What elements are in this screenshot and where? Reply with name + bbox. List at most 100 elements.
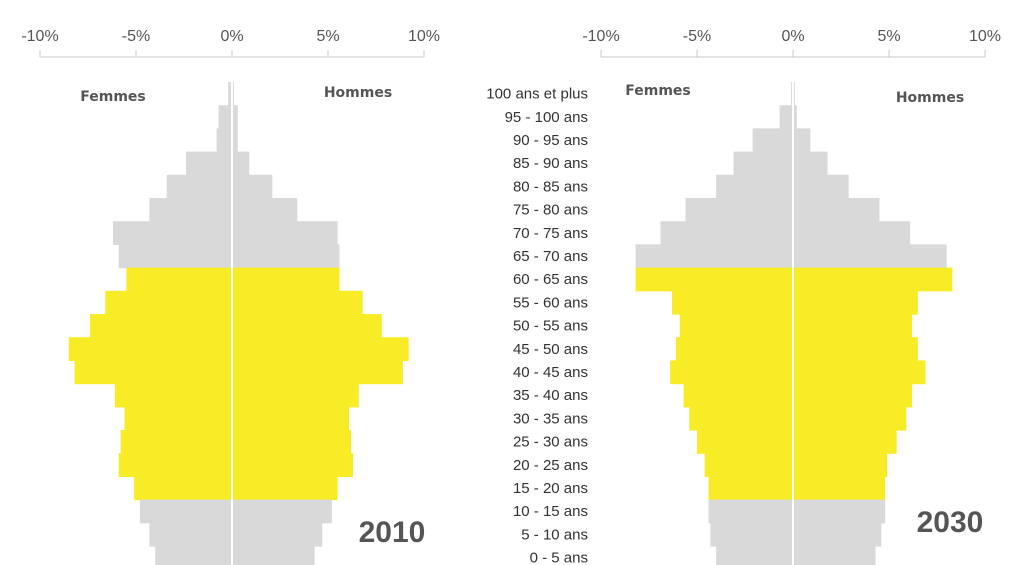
- bar-femmes: [149, 198, 232, 222]
- bar-hommes: [793, 360, 926, 385]
- hommes-label: Hommes: [324, 85, 392, 101]
- bar-femmes: [112, 221, 232, 245]
- bar-femmes: [708, 499, 793, 524]
- bar-femmes: [672, 290, 793, 315]
- bar-hommes: [232, 174, 273, 199]
- bar-hommes: [232, 522, 323, 547]
- bar-femmes: [149, 522, 232, 547]
- age-group-label: 0 - 5 ans: [530, 550, 588, 565]
- bar-hommes: [793, 406, 907, 431]
- bar-femmes: [635, 267, 793, 292]
- bar-femmes: [216, 128, 232, 153]
- bar-femmes: [635, 244, 793, 269]
- bar-femmes: [679, 314, 793, 338]
- x-tick-label: 10%: [969, 28, 1001, 45]
- bar-hommes: [232, 406, 350, 431]
- bar-femmes: [166, 174, 232, 199]
- pyramid-2030: -10% -5% 0% 5% 10% Femmes Hommes 2030: [582, 28, 1001, 565]
- x-tick-label: -10%: [21, 28, 58, 45]
- bar-femmes: [708, 476, 793, 501]
- bar-hommes: [793, 151, 828, 176]
- bar-femmes: [74, 360, 232, 385]
- age-group-label: 80 - 85 ans: [513, 178, 588, 195]
- bar-femmes: [118, 244, 232, 269]
- age-group-label: 45 - 50 ans: [513, 341, 588, 358]
- bar-hommes: [232, 267, 340, 292]
- bar-hommes: [793, 244, 947, 269]
- bar-femmes: [716, 174, 793, 199]
- bar-femmes: [155, 546, 232, 565]
- x-tick-label: 0%: [220, 28, 243, 45]
- age-group-label: 25 - 30 ans: [513, 434, 588, 451]
- bar-hommes: [232, 151, 250, 176]
- age-group-label: 15 - 20 ans: [513, 480, 588, 497]
- age-group-label: 70 - 75 ans: [513, 225, 588, 242]
- bar-femmes: [89, 314, 232, 338]
- age-group-label: 55 - 60 ans: [513, 294, 588, 311]
- bar-hommes: [793, 314, 913, 338]
- bar-femmes: [704, 453, 793, 477]
- bar-hommes: [793, 476, 886, 501]
- bar-hommes: [793, 105, 797, 129]
- x-tick-label: 10%: [408, 28, 440, 45]
- bar-hommes: [793, 174, 849, 199]
- age-group-label: 40 - 45 ans: [513, 364, 588, 381]
- age-group-label: 35 - 40 ans: [513, 387, 588, 404]
- bar-femmes: [228, 82, 232, 106]
- age-group-label: 90 - 95 ans: [513, 132, 588, 149]
- year-label: 2010: [359, 516, 426, 549]
- bar-hommes: [793, 430, 897, 454]
- bar-hommes: [793, 267, 953, 292]
- bar-femmes: [68, 337, 232, 361]
- age-group-label: 10 - 15 ans: [513, 503, 588, 520]
- bar-hommes: [793, 198, 880, 222]
- x-tick-label: 0%: [781, 28, 804, 45]
- bar-femmes: [114, 383, 232, 408]
- femmes-label: Femmes: [80, 89, 146, 105]
- bar-hommes: [232, 105, 238, 129]
- age-group-label: 30 - 35 ans: [513, 410, 588, 427]
- bar-hommes: [232, 337, 409, 361]
- bar-hommes: [232, 221, 338, 245]
- bar-hommes: [232, 546, 315, 565]
- year-label: 2030: [917, 506, 984, 539]
- age-group-labels: 100 ans et plus 95 - 100 ans 90 - 95 ans 85…: [486, 86, 588, 565]
- bar-femmes: [685, 198, 793, 222]
- bar-femmes: [697, 430, 793, 454]
- age-group-label: 50 - 55 ans: [513, 318, 588, 335]
- pyramid-2010: -10% -5% 0% 5% 10% Femmes Hommes 2010: [21, 28, 440, 565]
- bar-femmes: [134, 476, 232, 501]
- bar-femmes: [689, 406, 793, 431]
- bar-femmes: [716, 546, 793, 565]
- bar-femmes: [683, 383, 793, 408]
- bar-hommes: [793, 522, 882, 547]
- bar-hommes: [232, 314, 382, 338]
- bar-hommes: [793, 221, 911, 245]
- age-group-label: 5 - 10 ans: [521, 526, 588, 543]
- bar-hommes: [232, 360, 403, 385]
- bar-femmes: [779, 105, 793, 129]
- bar-femmes: [675, 337, 793, 361]
- x-tick-label: 5%: [316, 28, 339, 45]
- hommes-label: Hommes: [896, 90, 964, 106]
- bar-hommes: [232, 198, 298, 222]
- bar-femmes: [752, 128, 793, 153]
- age-group-label: 95 - 100 ans: [505, 109, 588, 126]
- bar-femmes: [124, 406, 232, 431]
- bar-hommes: [232, 244, 340, 269]
- bar-hommes: [232, 128, 238, 153]
- bar-hommes: [232, 499, 332, 524]
- x-tick-label: 5%: [877, 28, 900, 45]
- x-tick-label: -5%: [683, 28, 711, 45]
- bar-hommes: [793, 128, 811, 153]
- bar-hommes: [232, 383, 359, 408]
- bar-hommes: [793, 453, 888, 477]
- bar-femmes: [733, 151, 793, 176]
- bar-femmes: [118, 453, 232, 477]
- x-tick-label: -5%: [122, 28, 150, 45]
- age-group-label: 85 - 90 ans: [513, 155, 588, 172]
- age-group-label: 65 - 70 ans: [513, 248, 588, 265]
- bar-hommes: [232, 476, 338, 501]
- bar-femmes: [670, 360, 793, 385]
